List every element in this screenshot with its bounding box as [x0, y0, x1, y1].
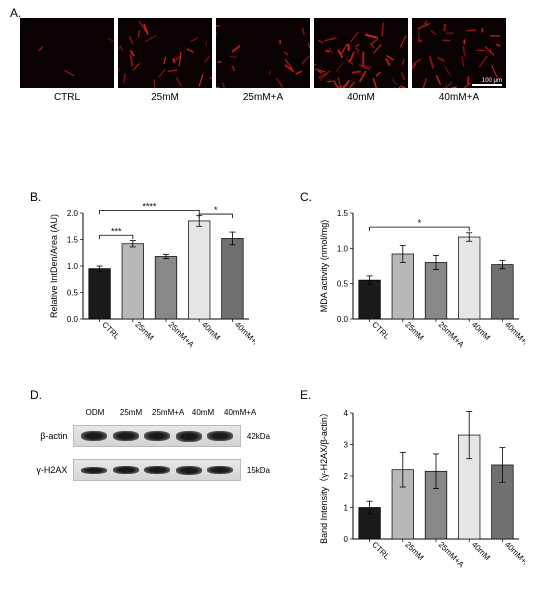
- svg-text:1.0: 1.0: [337, 244, 349, 253]
- svg-text:40mM: 40mM: [470, 320, 492, 342]
- svg-text:Band Intensity（γ-H2AX/β-actin）: Band Intensity（γ-H2AX/β-actin）: [319, 408, 329, 544]
- wb-blot: [73, 425, 240, 447]
- wb-protein-name: β-actin: [30, 431, 73, 441]
- wb-lane-label: ODM: [80, 408, 110, 417]
- svg-text:2.0: 2.0: [67, 209, 79, 218]
- svg-text:0.0: 0.0: [67, 315, 79, 324]
- svg-text:3: 3: [344, 441, 349, 450]
- wb-band: [81, 431, 107, 441]
- svg-text:1.0: 1.0: [67, 262, 79, 271]
- wb-protein-name: γ-H2AX: [30, 465, 73, 475]
- svg-text:25mM+A: 25mM+A: [437, 540, 467, 570]
- svg-text:4: 4: [344, 409, 349, 418]
- svg-text:25mM+A: 25mM+A: [437, 320, 467, 350]
- panel-b-chart: 0.0 0.5 1.0 1.5 2.0 Relative IntDen/Area (AU)…: [45, 195, 255, 365]
- panel-c-chart: 0.0 0.5 1.0 1.5 MDA activity (nmol/mg) CTRL 25…: [315, 195, 525, 365]
- micrograph-40mm: [314, 18, 408, 88]
- svg-text:1: 1: [344, 504, 349, 513]
- svg-text:40mM+A: 40mM+A: [503, 540, 525, 570]
- svg-text:0: 0: [344, 535, 349, 544]
- panel-c-label: C.: [300, 190, 312, 204]
- svg-text:0.5: 0.5: [67, 289, 79, 298]
- wb-band: [207, 431, 233, 441]
- svg-text:0.5: 0.5: [337, 280, 349, 289]
- svg-text:40mM+A: 40mM+A: [233, 320, 255, 350]
- wb-band: [81, 467, 107, 474]
- panel-b-label: B.: [30, 190, 41, 204]
- svg-text:40mM+A: 40mM+A: [503, 320, 525, 350]
- svg-text:CTRL: CTRL: [370, 540, 392, 562]
- wb-lane-label: 25mM+A: [152, 408, 182, 417]
- wb-band: [144, 431, 170, 441]
- svg-text:CTRL: CTRL: [100, 320, 122, 342]
- micro-label: 40mM+A: [412, 92, 506, 103]
- svg-text:0.0: 0.0: [337, 315, 349, 324]
- panel-e-label: E.: [300, 388, 311, 402]
- panel-d-label: D.: [30, 388, 42, 402]
- svg-text:2: 2: [344, 472, 349, 481]
- wb-band: [113, 466, 139, 474]
- svg-text:***: ***: [111, 226, 122, 236]
- svg-text:*: *: [418, 218, 422, 228]
- panel-e-chart: 0 1 2 3 4 Band Intensity（γ-H2AX/β-actin） CTRL 2…: [315, 395, 525, 585]
- wb-band: [144, 466, 170, 474]
- svg-text:****: ****: [142, 201, 157, 211]
- micro-label: CTRL: [20, 92, 114, 103]
- micrograph-25mm-a: [216, 18, 310, 88]
- micrograph-40mm-a: 100 μm: [412, 18, 506, 88]
- wb-row: γ-H2AX 15kDa: [30, 459, 270, 481]
- svg-text:MDA activity (nmol/mg): MDA activity (nmol/mg): [319, 220, 329, 313]
- wb-band: [176, 431, 202, 442]
- micro-label: 25mM: [118, 92, 212, 103]
- svg-text:25mM+A: 25mM+A: [167, 320, 197, 350]
- panel-d: ODM 25mM 25mM+A 40mM 40mM+A β-actin 42kDa γ-H2…: [30, 408, 270, 493]
- svg-text:40mM: 40mM: [200, 320, 222, 342]
- wb-band: [176, 466, 202, 475]
- wb-blot: [73, 459, 240, 481]
- svg-text:Relative IntDen/Area (AU): Relative IntDen/Area (AU): [49, 214, 59, 318]
- svg-text:*: *: [214, 205, 218, 215]
- svg-text:CTRL: CTRL: [370, 320, 392, 342]
- micrograph-ctrl: [20, 18, 114, 88]
- wb-band: [207, 466, 233, 474]
- wb-band: [113, 431, 139, 441]
- wb-kda: 15kDa: [247, 466, 270, 475]
- svg-text:1.5: 1.5: [67, 236, 79, 245]
- micrograph-25mm: [118, 18, 212, 88]
- wb-lane-label: 40mM+A: [224, 408, 254, 417]
- wb-row: β-actin 42kDa: [30, 425, 270, 447]
- wb-lane-label: 40mM: [188, 408, 218, 417]
- svg-text:25mM: 25mM: [403, 320, 425, 342]
- svg-text:25mM: 25mM: [133, 320, 155, 342]
- wb-lane-label: 25mM: [116, 408, 146, 417]
- svg-text:25mM: 25mM: [403, 540, 425, 562]
- micro-label: 25mM+A: [216, 92, 310, 103]
- svg-text:1.5: 1.5: [337, 209, 349, 218]
- panel-a: 100 μm CTRL 25mM 25mM+A 40mM 40mM+A: [20, 18, 520, 103]
- wb-kda: 42kDa: [247, 432, 270, 441]
- scalebar-line: [472, 84, 502, 86]
- svg-text:40mM: 40mM: [470, 540, 492, 562]
- micro-label: 40mM: [314, 92, 408, 103]
